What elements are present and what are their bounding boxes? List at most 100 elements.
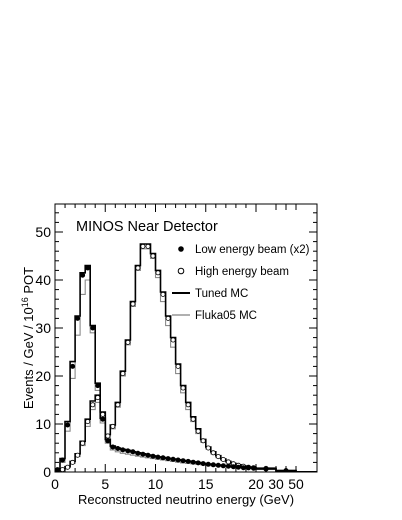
x-tick-label: 50 [288,476,304,492]
data-point-low-energy-beam-x2 [205,461,211,467]
data-point-high-energy-beam [210,450,216,456]
data-point-high-energy-beam [155,270,161,276]
data-point-low-energy-beam-x2 [105,438,111,444]
legend-label: Fluka05 MC [195,310,257,322]
data-point-low-energy-beam-x2 [155,454,161,460]
data-point-low-energy-beam-x2 [120,447,126,453]
data-point-high-energy-beam [70,459,76,465]
data-point-high-energy-beam [80,440,86,446]
legend-item-fluka05-mc: Fluka05 MC [172,310,257,322]
data-point-high-energy-beam [140,243,146,249]
data-point-high-energy-beam [135,265,141,271]
x-axis-label: Reconstructed neutrino energy (GeV) [78,492,294,507]
data-point-high-energy-beam [170,337,176,343]
legend-item-tuned-mc: Tuned MC [172,288,248,300]
data-point-low-energy-beam-x2 [160,455,166,461]
data-point-low-energy-beam-x2 [215,462,221,468]
x-tick-label: 5 [101,476,109,492]
x-tick-label: 20 [248,476,264,492]
data-point-high-energy-beam [225,459,231,465]
data-point-low-energy-beam-x2 [245,465,251,471]
data-point-low-energy-beam-x2 [195,460,201,466]
data-point-high-energy-beam [60,467,65,472]
y-tick-label: 0 [43,464,51,480]
legend: Low energy beam (x2) High energy beam Tu… [172,244,310,322]
series-group [55,243,317,472]
data-point-low-energy-beam-x2 [180,458,186,464]
data-point-high-energy-beam [95,395,101,401]
x-tick-label: 30 [268,476,284,492]
data-point-low-energy-beam-x2 [190,459,196,465]
data-point-low-energy-beam-x2 [250,465,256,471]
y-axis-label: Events / GeV / 1016 POT [20,267,36,409]
data-point-high-energy-beam [125,339,131,345]
data-point-low-energy-beam-x2 [145,452,151,458]
data-point-high-energy-beam [85,419,91,425]
data-point-low-energy-beam-x2 [115,445,121,451]
data-point-high-energy-beam [130,301,136,307]
data-point-low-energy-beam-x2 [100,416,106,422]
data-point-low-energy-beam-x2 [90,325,96,331]
data-point-low-energy-beam-x2 [60,457,66,463]
series-line-tuned-mc-low-energy [55,264,317,472]
data-point-low-energy-beam-x2 [210,462,216,468]
legend-label: Tuned MC [195,288,248,300]
data-point-high-energy-beam [105,433,111,439]
series-line-fluka05-mc-low-energy [55,279,317,472]
data-point-low-energy-beam-x2 [140,451,146,457]
data-point-low-energy-beam-x2 [70,363,76,369]
data-point-low-energy-beam-x2 [65,422,71,428]
data-point-low-energy-beam-x2 [240,465,246,471]
legend-item-high-energy: High energy beam [177,266,289,278]
y-tick-label: 20 [35,368,51,384]
data-point-low-energy-beam-x2 [170,456,176,462]
filled-circle-marker-icon [178,246,184,252]
data-point-low-energy-beam-x2 [220,463,226,469]
data-point-low-energy-beam-x2 [200,461,206,467]
data-point-low-energy-beam-x2 [165,456,171,462]
y-axis-label-text: Events / GeV / 1016 POT [20,267,36,409]
data-point-high-energy-beam [220,456,226,462]
data-point-low-energy-beam-x2 [263,466,269,472]
data-point-high-energy-beam [145,243,151,249]
data-point-low-energy-beam-x2 [135,450,141,456]
data-point-low-energy-beam-x2 [95,383,101,389]
data-point-high-energy-beam [190,416,196,422]
data-point-low-energy-beam-x2 [130,449,136,455]
data-point-low-energy-beam-x2 [150,453,156,459]
data-point-high-energy-beam [180,385,186,391]
data-point-low-energy-beam-x2 [85,265,91,271]
data-point-low-energy-beam-x2 [225,463,231,469]
y-tick-label: 40 [35,272,51,288]
data-point-low-energy-beam-x2 [80,272,86,278]
data-point-high-energy-beam [185,402,191,408]
data-point-low-energy-beam-x2 [175,457,181,463]
y-tick-label: 50 [35,224,51,240]
data-point-high-energy-beam [150,253,156,259]
series-line-fluka05-mc-high-energy [55,248,317,472]
data-point-low-energy-beam-x2 [55,467,60,472]
x-tick-label: 15 [198,476,214,492]
data-point-high-energy-beam [65,464,71,470]
legend-label: Low energy beam (x2) [195,244,310,256]
data-point-low-energy-beam-x2 [185,458,191,464]
data-point-high-energy-beam [175,363,181,369]
data-point-low-energy-beam-x2 [230,464,236,470]
data-point-high-energy-beam [160,291,166,297]
data-point-low-energy-beam-x2 [125,448,131,454]
data-point-low-energy-beam-x2 [75,315,81,321]
data-point-high-energy-beam [90,402,96,408]
data-point-high-energy-beam [165,315,171,321]
data-point-high-energy-beam [195,428,201,434]
x-tick-label: 10 [148,476,164,492]
data-point-high-energy-beam [120,371,126,377]
data-point-high-energy-beam [75,452,81,458]
legend-label: High energy beam [195,266,289,278]
data-point-high-energy-beam [205,445,211,451]
data-point-low-energy-beam-x2 [235,464,241,470]
chart-title: MINOS Near Detector [76,219,218,235]
y-tick-label: 10 [35,416,51,432]
y-tick-label: 30 [35,320,51,336]
